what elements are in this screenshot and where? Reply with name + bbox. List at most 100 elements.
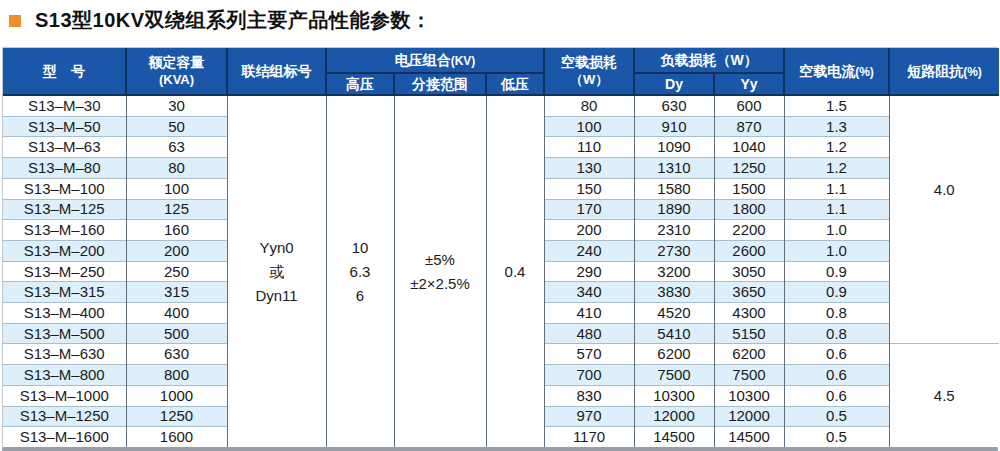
capacity-cell: 500 bbox=[126, 323, 227, 344]
header-short-circuit-impedance-unit: (%) bbox=[963, 65, 982, 79]
load-loss-dy-cell: 12000 bbox=[634, 406, 714, 427]
no-load-loss-cell: 410 bbox=[544, 303, 634, 324]
load-loss-dy-cell: 3200 bbox=[634, 261, 714, 282]
header-tap-range: 分接范围 bbox=[394, 73, 486, 95]
no-load-current-cell: 1.3 bbox=[784, 116, 889, 137]
load-loss-yy-cell: 10300 bbox=[714, 385, 784, 406]
page-title: S13型10KV双绕组系列主要产品性能参数： bbox=[35, 7, 432, 34]
no-load-loss-cell: 290 bbox=[544, 261, 634, 282]
lv-cell: 0.4 bbox=[486, 95, 544, 447]
model-cell: S13–M–630 bbox=[3, 344, 126, 365]
no-load-loss-cell: 100 bbox=[544, 116, 634, 137]
no-load-current-cell: 0.6 bbox=[784, 344, 889, 365]
table-body: S13–M–3030Yyn0 或 Dyn1110 6.3 6±5% ±2×2.5… bbox=[3, 95, 999, 447]
capacity-cell: 125 bbox=[126, 199, 227, 220]
model-cell: S13–M–200 bbox=[3, 240, 126, 261]
header-no-load-current-unit: (%) bbox=[855, 65, 874, 79]
no-load-loss-cell: 340 bbox=[544, 282, 634, 303]
capacity-cell: 250 bbox=[126, 261, 227, 282]
capacity-cell: 63 bbox=[126, 137, 227, 158]
load-loss-yy-cell: 600 bbox=[714, 95, 784, 116]
load-loss-yy-cell: 6200 bbox=[714, 344, 784, 365]
header-short-circuit-impedance: 短路阻抗(%) bbox=[889, 48, 999, 95]
model-cell: S13–M–125 bbox=[3, 199, 126, 220]
load-loss-dy-cell: 1310 bbox=[634, 158, 714, 179]
no-load-current-cell: 0.9 bbox=[784, 282, 889, 303]
load-loss-yy-cell: 2600 bbox=[714, 240, 784, 261]
header-connection-symbol: 联结组标号 bbox=[227, 48, 326, 95]
capacity-cell: 100 bbox=[126, 178, 227, 199]
load-loss-yy-cell: 1800 bbox=[714, 199, 784, 220]
no-load-loss-cell: 1170 bbox=[544, 427, 634, 447]
capacity-cell: 1250 bbox=[126, 406, 227, 427]
header-no-load-loss-line1: 空载损耗 bbox=[545, 53, 633, 71]
page: S13型10KV双绕组系列主要产品性能参数： 型 号 额定容量 (KVA) 联结… bbox=[0, 0, 1000, 451]
load-loss-yy-cell: 14500 bbox=[714, 427, 784, 447]
capacity-cell: 630 bbox=[126, 344, 227, 365]
capacity-cell: 200 bbox=[126, 240, 227, 261]
no-load-loss-cell: 110 bbox=[544, 137, 634, 158]
no-load-current-cell: 1.2 bbox=[784, 158, 889, 179]
no-load-current-cell: 1.0 bbox=[784, 220, 889, 241]
model-cell: S13–M–1250 bbox=[3, 406, 126, 427]
capacity-cell: 80 bbox=[126, 158, 227, 179]
no-load-current-cell: 1.1 bbox=[784, 178, 889, 199]
no-load-loss-cell: 170 bbox=[544, 199, 634, 220]
no-load-current-cell: 1.2 bbox=[784, 137, 889, 158]
capacity-cell: 30 bbox=[126, 95, 227, 116]
header-voltage-combination: 电压组合(KV) bbox=[326, 48, 544, 73]
load-loss-yy-cell: 12000 bbox=[714, 406, 784, 427]
no-load-loss-cell: 240 bbox=[544, 240, 634, 261]
load-loss-dy-cell: 1890 bbox=[634, 199, 714, 220]
no-load-current-cell: 1.5 bbox=[784, 95, 889, 116]
capacity-cell: 160 bbox=[126, 220, 227, 241]
load-loss-dy-cell: 10300 bbox=[634, 385, 714, 406]
impedance-cell: 4.5 bbox=[889, 344, 999, 447]
model-cell: S13–M–315 bbox=[3, 282, 126, 303]
no-load-loss-cell: 200 bbox=[544, 220, 634, 241]
model-cell: S13–M–63 bbox=[3, 137, 126, 158]
header-rated-capacity: 额定容量 (KVA) bbox=[126, 48, 227, 95]
model-cell: S13–M–80 bbox=[3, 158, 126, 179]
header-model: 型 号 bbox=[3, 48, 126, 95]
model-cell: S13–M–1600 bbox=[3, 427, 126, 447]
header-rated-capacity-line2: (KVA) bbox=[127, 72, 226, 89]
model-cell: S13–M–100 bbox=[3, 178, 126, 199]
load-loss-dy-cell: 910 bbox=[634, 116, 714, 137]
load-loss-yy-cell: 7500 bbox=[714, 365, 784, 386]
hv-cell: 10 6.3 6 bbox=[326, 95, 394, 447]
load-loss-dy-cell: 630 bbox=[634, 95, 714, 116]
header-no-load-loss-line2: （W） bbox=[545, 72, 633, 89]
header-yy: Yy bbox=[714, 73, 784, 95]
bullet-square-icon bbox=[9, 15, 21, 27]
no-load-current-cell: 0.8 bbox=[784, 323, 889, 344]
model-cell: S13–M–800 bbox=[3, 365, 126, 386]
table-row: S13–M–3030Yyn0 或 Dyn1110 6.3 6±5% ±2×2.5… bbox=[3, 95, 999, 116]
load-loss-dy-cell: 3830 bbox=[634, 282, 714, 303]
capacity-cell: 800 bbox=[126, 365, 227, 386]
header-rated-capacity-line1: 额定容量 bbox=[127, 53, 226, 71]
load-loss-yy-cell: 1250 bbox=[714, 158, 784, 179]
load-loss-yy-cell: 1040 bbox=[714, 137, 784, 158]
header-no-load-current: 空载电流(%) bbox=[784, 48, 889, 95]
no-load-current-cell: 0.6 bbox=[784, 365, 889, 386]
spec-table-wrapper: 型 号 额定容量 (KVA) 联结组标号 电压组合(KV) 空载损耗 （W） 负… bbox=[2, 47, 998, 451]
load-loss-dy-cell: 6200 bbox=[634, 344, 714, 365]
load-loss-yy-cell: 3050 bbox=[714, 261, 784, 282]
header-voltage-combination-unit: (KV) bbox=[451, 54, 476, 68]
load-loss-dy-cell: 1580 bbox=[634, 178, 714, 199]
no-load-current-cell: 1.1 bbox=[784, 199, 889, 220]
load-loss-dy-cell: 14500 bbox=[634, 427, 714, 447]
no-load-loss-cell: 970 bbox=[544, 406, 634, 427]
header-short-circuit-impedance-text: 短路阻抗 bbox=[907, 63, 963, 79]
model-cell: S13–M–30 bbox=[3, 95, 126, 116]
load-loss-yy-cell: 3650 bbox=[714, 282, 784, 303]
capacity-cell: 400 bbox=[126, 303, 227, 324]
no-load-loss-cell: 80 bbox=[544, 95, 634, 116]
capacity-cell: 1600 bbox=[126, 427, 227, 447]
no-load-loss-cell: 830 bbox=[544, 385, 634, 406]
tap-range-cell: ±5% ±2×2.5% bbox=[394, 95, 486, 447]
load-loss-dy-cell: 7500 bbox=[634, 365, 714, 386]
no-load-current-cell: 1.0 bbox=[784, 240, 889, 261]
capacity-cell: 50 bbox=[126, 116, 227, 137]
